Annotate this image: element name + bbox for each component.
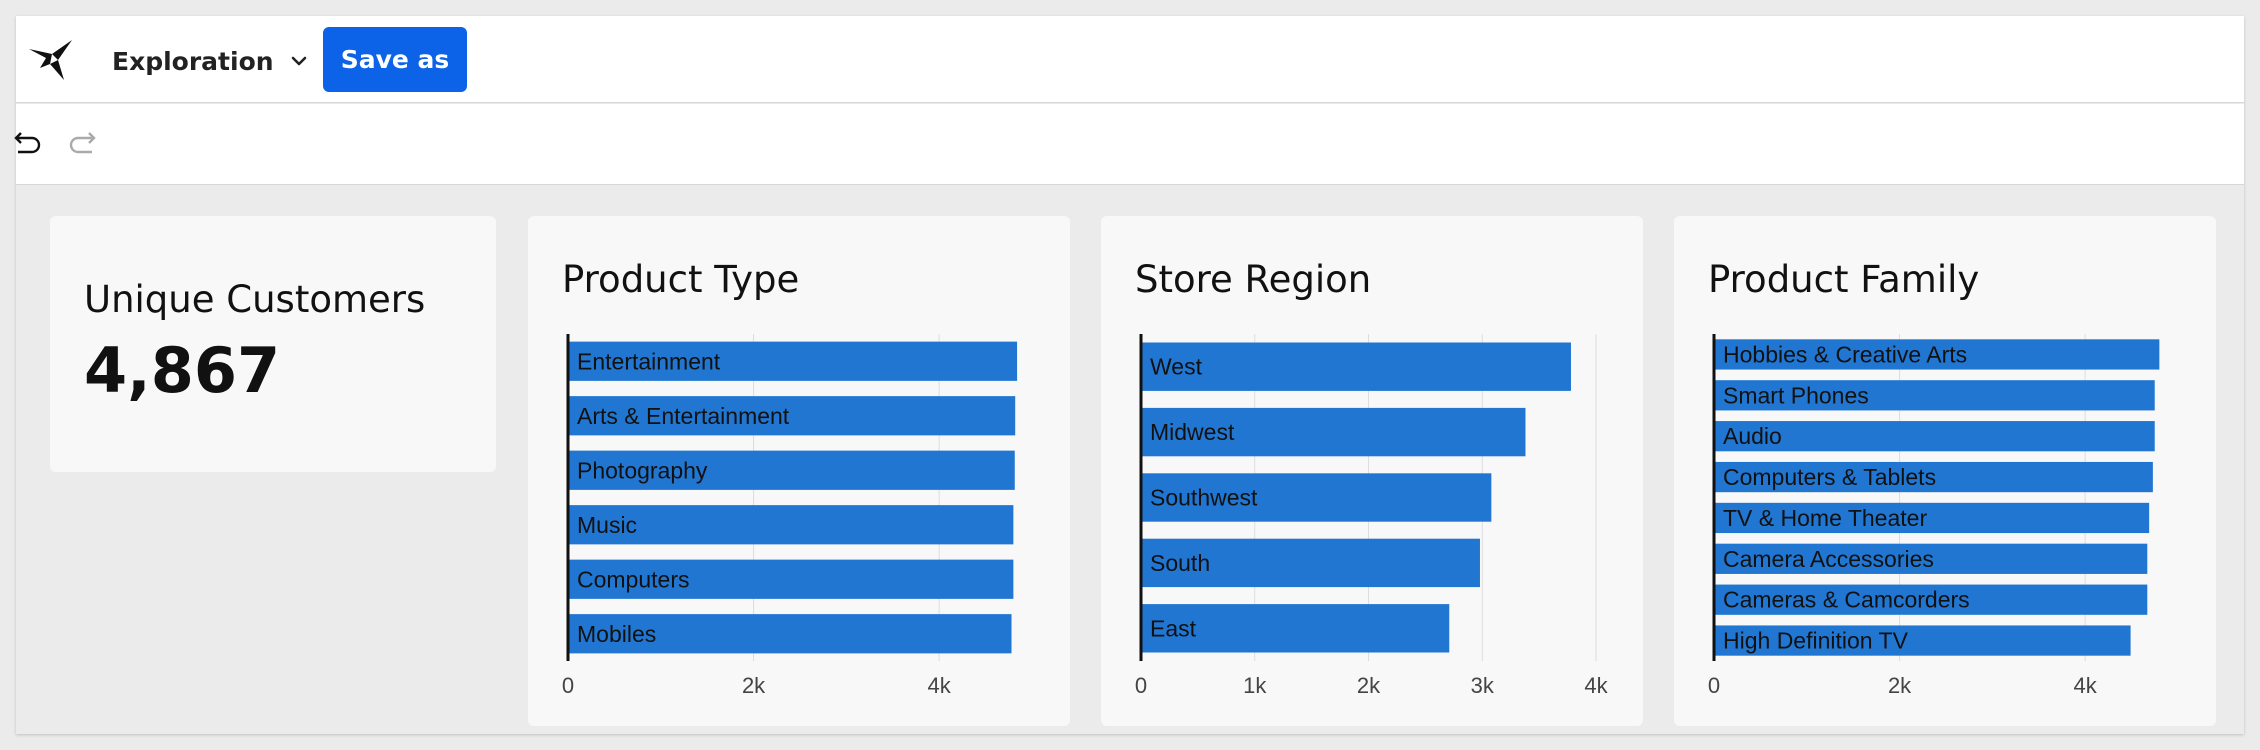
bar-label: TV & Home Theater xyxy=(1723,505,1927,531)
bar xyxy=(1714,584,2148,615)
workbook-title: Exploration xyxy=(112,46,274,76)
bar xyxy=(1714,421,2155,452)
bar xyxy=(568,450,1015,490)
chevron-down-icon xyxy=(288,50,310,72)
bar-label: Midwest xyxy=(1150,419,1235,445)
bar-label: Smart Phones xyxy=(1723,382,1869,408)
bar xyxy=(568,396,1016,436)
bar-label: Audio xyxy=(1723,423,1782,449)
bar xyxy=(1714,625,2131,656)
bar-chart-product-type: 0 2k 4k Entertainment Arts & Entertainment Ph… xyxy=(562,334,1018,698)
bar-label: Southwest xyxy=(1150,485,1258,511)
bar-label: High Definition TV xyxy=(1723,628,1909,654)
bar-label: Computers xyxy=(577,566,689,592)
bar xyxy=(568,341,1018,381)
bar-label: Arts & Entertainment xyxy=(577,403,790,429)
bar-label: West xyxy=(1150,354,1203,380)
bar-chart-store-region: 0 1k 2k 3k 4k West Midwest Southwest South East xyxy=(1135,334,1609,698)
x-tick-label: 0 xyxy=(1135,673,1147,698)
x-tick-label: 4k xyxy=(928,673,952,698)
save-as-button[interactable]: Save as xyxy=(323,27,467,92)
bar xyxy=(1714,339,2160,370)
x-tick-label: 2k xyxy=(1357,673,1381,698)
chart-card-product-family[interactable]: Product Family 0 2k 4k Hobbies & Creative A… xyxy=(1674,216,2216,726)
toolbar xyxy=(14,104,2244,185)
bar xyxy=(1141,604,1450,653)
bar-label: Cameras & Camcorders xyxy=(1723,587,1970,613)
chart-card-product-type[interactable]: Product Type 0 2k 4k Entertainment Arts & En… xyxy=(528,216,1070,726)
chart-title: Store Region xyxy=(1135,258,1372,301)
bar-label: Mobiles xyxy=(577,621,656,647)
bar-chart-product-family: 0 2k 4k Hobbies & Creative Arts Smart Phones… xyxy=(1708,334,2160,698)
kpi-card-unique-customers[interactable]: Unique Customers 4,867 xyxy=(50,216,496,472)
x-tick-label: 2k xyxy=(1888,673,1912,698)
x-tick-label: 4k xyxy=(2074,673,2098,698)
bar-label: Music xyxy=(577,512,637,538)
chart-title: Product Type xyxy=(562,258,800,301)
kpi-value: 4,867 xyxy=(84,334,281,407)
bar-label: East xyxy=(1150,615,1197,641)
app-window: Exploration Save as Unique Customers 4,8… xyxy=(14,16,2244,734)
kpi-title: Unique Customers xyxy=(84,278,426,321)
bar xyxy=(1714,543,2148,574)
chart-title: Product Family xyxy=(1708,258,1980,301)
bar-label: Photography xyxy=(577,457,708,483)
undo-icon[interactable] xyxy=(10,126,44,160)
bar xyxy=(568,559,1014,599)
redo-icon[interactable] xyxy=(66,126,100,160)
bar xyxy=(1141,342,1571,391)
bar-label: Computers & Tablets xyxy=(1723,464,1936,490)
x-tick-label: 3k xyxy=(1471,673,1495,698)
x-tick-label: 1k xyxy=(1243,673,1267,698)
x-tick-label: 0 xyxy=(1708,673,1720,698)
top-header: Exploration Save as xyxy=(16,16,2244,103)
bar xyxy=(568,505,1014,545)
x-tick-label: 0 xyxy=(562,673,574,698)
x-tick-label: 4k xyxy=(1584,673,1608,698)
bar xyxy=(1141,473,1492,522)
bar-label: Camera Accessories xyxy=(1723,546,1934,572)
bar xyxy=(1141,538,1480,588)
bar xyxy=(568,614,1012,654)
bar xyxy=(1714,461,2153,493)
chart-card-store-region[interactable]: Store Region 0 1k 2k 3k 4k West Midwest Southwe… xyxy=(1101,216,1643,726)
bar xyxy=(1141,407,1526,457)
bar xyxy=(1714,380,2155,411)
x-tick-label: 2k xyxy=(742,673,766,698)
bar-label: Entertainment xyxy=(577,348,721,374)
workbook-menu[interactable]: Exploration xyxy=(112,44,310,78)
bar xyxy=(1714,502,2150,534)
bar-label: Hobbies & Creative Arts xyxy=(1723,341,1967,367)
bar-label: South xyxy=(1150,550,1210,576)
bird-logo-icon[interactable] xyxy=(26,36,76,84)
